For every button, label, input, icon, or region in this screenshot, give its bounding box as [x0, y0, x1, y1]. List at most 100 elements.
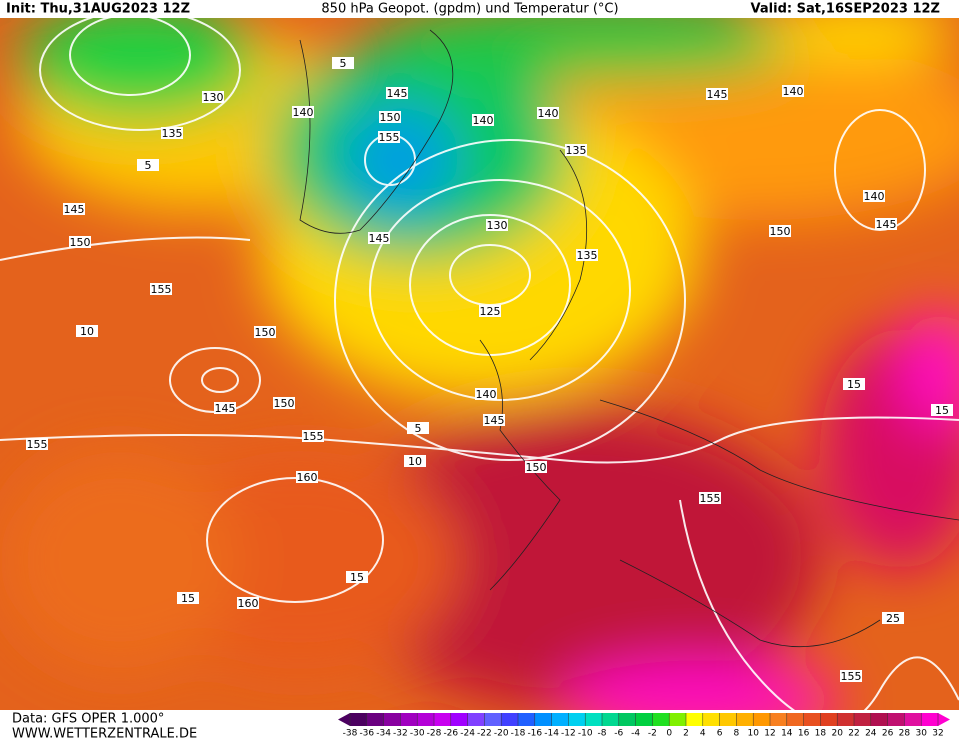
contour-label-box	[407, 422, 429, 434]
contour-label: 140	[473, 114, 494, 127]
legend-tick-label: -28	[427, 729, 442, 739]
contour-label-box	[525, 461, 547, 473]
contour-label-box	[882, 612, 904, 624]
contour-label: 155	[151, 283, 172, 296]
contour-label: 140	[293, 106, 314, 119]
legend-tick-label: -8	[598, 729, 607, 739]
contour-label-box	[296, 471, 318, 483]
legend-swatch	[534, 713, 553, 726]
contour-label-box	[177, 592, 199, 604]
legend-swatch	[484, 713, 502, 726]
legend-tick-label: 18	[815, 729, 827, 739]
contour-label: 145	[64, 203, 85, 216]
color-legend: -38 -36 -34 -32 -30 -28 -26 -24 -22 -20 -18 -16 -14-…	[338, 713, 950, 739]
contour-label: 135	[162, 127, 183, 140]
legend-tick-label: -26	[443, 729, 458, 739]
contour-label: 145	[369, 232, 390, 245]
contour-label-box	[161, 127, 183, 139]
header-bar	[0, 0, 959, 18]
legend-swatch	[450, 713, 469, 726]
contour-label: 150	[70, 236, 91, 249]
contour-label: 135	[577, 249, 598, 262]
legend-swatch	[887, 713, 905, 726]
contour-label-box	[699, 492, 721, 504]
legend-swatch	[568, 713, 586, 726]
contour-label-box	[26, 438, 48, 450]
legend-swatch	[820, 713, 838, 726]
data-source: Data: GFS OPER 1.000°	[12, 712, 164, 727]
legend-swatch	[837, 713, 855, 726]
contour-label: 155	[700, 492, 721, 505]
contour-label: 145	[484, 414, 505, 427]
legend-tick-label: -12	[561, 729, 576, 739]
contour-label-box	[137, 159, 159, 171]
contour-label-box	[302, 430, 324, 442]
contour-label-box	[843, 378, 865, 390]
legend-tick-label: -16	[527, 729, 542, 739]
legend-arrow-right	[938, 713, 950, 726]
legend-tick-label: -14	[544, 729, 559, 739]
legend-swatch	[686, 713, 704, 726]
legend-swatch	[854, 713, 872, 726]
contour-label-box	[472, 114, 494, 126]
contour-label: 15	[935, 404, 949, 417]
legend-tick-label: -20	[494, 729, 509, 739]
contour-label-box	[840, 670, 862, 682]
map-title: 850 hPa Geopot. (gpdm) und Temperatur (°…	[321, 2, 618, 17]
legend-swatch	[383, 713, 401, 726]
legend-tick-label: -24	[460, 729, 475, 739]
contour-label: 5	[340, 57, 347, 70]
contour-label-box	[404, 455, 426, 467]
contour-label: 140	[538, 107, 559, 120]
contour-label: 130	[487, 219, 508, 232]
legend-swatch	[702, 713, 721, 726]
contour-label-box	[486, 219, 508, 231]
contour-label-box	[875, 218, 897, 230]
legend-tick-label: 26	[882, 729, 894, 739]
legend-tick-label: 22	[848, 729, 859, 739]
contour-label: 140	[783, 85, 804, 98]
legend-swatch	[501, 713, 519, 726]
contour-label: 155	[379, 131, 400, 144]
legend-tick-label: -32	[393, 729, 408, 739]
contour-label-box	[254, 326, 276, 338]
contour-label: 145	[387, 87, 408, 100]
legend-swatch	[904, 713, 922, 726]
contour-label: 145	[707, 88, 728, 101]
legend-swatch	[753, 713, 771, 726]
contour-label-box	[782, 85, 804, 97]
legend-tick-label: -10	[578, 729, 593, 739]
contour-label-box	[332, 57, 354, 69]
legend-swatch	[719, 713, 737, 726]
contour-label: 10	[408, 455, 422, 468]
contour-label-box	[150, 283, 172, 295]
contour-label-box	[475, 388, 497, 400]
legend-tick-label: 24	[865, 729, 877, 739]
legend-swatch	[652, 713, 670, 726]
legend-arrow-left	[338, 713, 350, 726]
contour-label: 150	[380, 111, 401, 124]
legend-swatch	[585, 713, 603, 726]
contour-label: 145	[876, 218, 897, 231]
legend-swatch	[736, 713, 754, 726]
legend-tick-label: -18	[511, 729, 526, 739]
contour-label-box	[379, 111, 401, 123]
legend-tick-label: 6	[717, 729, 723, 739]
contour-label-box	[214, 402, 236, 414]
legend-tick-label: 32	[932, 729, 943, 739]
legend-swatch	[434, 713, 452, 726]
contour-label: 125	[480, 305, 501, 318]
legend-swatch	[635, 713, 653, 726]
valid-time: Valid: Sat,16SEP2023 12Z	[751, 2, 940, 17]
contour-label: 150	[274, 397, 295, 410]
legend-tick-label: 8	[734, 729, 740, 739]
legend-tick-label: 30	[915, 729, 927, 739]
legend-tick-label: -2	[648, 729, 657, 739]
legend-swatch	[551, 713, 569, 726]
contour-label: 25	[886, 612, 900, 625]
contour-label: 150	[255, 326, 276, 339]
contour-label-box	[69, 236, 91, 248]
